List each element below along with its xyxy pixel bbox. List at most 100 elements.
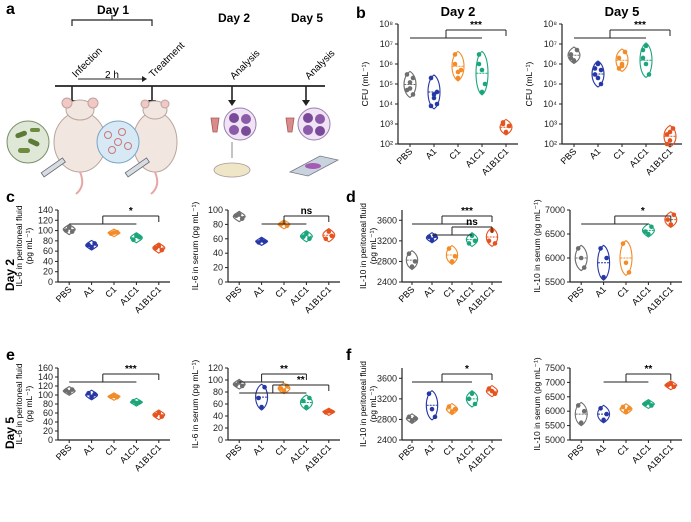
data-point-C1 [452,253,458,259]
data-point-A1C1 [643,61,649,67]
analysis-label-2: Analysis [303,48,337,82]
y-tick-label: 80 [213,219,223,229]
data-point-A1C1 [301,234,306,239]
y-tick-label: 10⁵ [543,79,557,89]
violin-PBS [62,223,76,236]
x-tick-label: A1 [81,284,96,299]
y-tick-label: 60 [213,399,223,409]
data-point-A1B1C1 [489,388,495,394]
data-point-A1 [598,81,604,87]
y-axis-label: CFU (mL⁻¹) [360,62,370,107]
chart-title: Day 5 [605,4,640,19]
data-point-A1B1C1 [492,391,498,397]
violin-PBS [574,401,588,427]
x-tick-label: A1 [593,442,608,457]
data-point-A1C1 [643,43,649,49]
data-point-A1C1 [479,89,485,95]
x-tick-label: C1 [103,284,118,299]
data-point-PBS [404,72,410,77]
data-point-C1 [622,49,628,55]
violin-A1 [597,404,611,424]
significance-label: ** [280,364,288,375]
slide-illustration [288,155,340,177]
y-tick-label: 60 [43,246,53,256]
x-tick-label: PBS [559,146,579,166]
y-tick-label: 60 [213,234,223,244]
chart-f-peritoneal: 2400 2800 3200 3600 IL-10 in peritoneal flui… [358,361,502,473]
chart-title: Day 2 [441,4,476,19]
data-point-C1 [452,52,458,57]
data-point-PBS [574,47,580,53]
y-tick-label: 140 [38,205,53,215]
data-point-PBS [581,408,587,414]
data-point-A1C1 [646,400,651,405]
y-tick-label: 3200 [377,394,397,404]
data-point-A1C1 [304,404,309,410]
data-point-PBS [581,265,587,270]
data-point-A1B1C1 [486,386,492,391]
x-tick-label: C1 [441,284,456,299]
y-tick-label: 0 [48,435,53,445]
mouse-illustration-2 [132,99,178,195]
nanoparticle-zoom-illustration [96,120,140,164]
violin-PBS [232,378,246,390]
sample-tube-icon-2 [285,117,295,133]
data-point-A1 [426,234,432,240]
y-axis-label: IL-6 in peritoneal fluid [14,205,24,287]
data-point-A1B1C1 [326,229,332,234]
data-point-C1 [452,406,458,412]
data-point-C1 [114,394,120,400]
y-tick-label: 120 [208,363,223,373]
data-point-A1C1 [469,391,475,397]
violin-A1C1 [641,398,655,410]
data-point-A1B1C1 [667,138,673,143]
y-tick-label: 10⁴ [379,99,393,109]
data-point-PBS [410,92,416,97]
data-point-A1 [256,395,261,401]
data-point-PBS [239,383,245,389]
data-point-A1C1 [640,47,646,53]
y-tick-label: 40 [213,411,223,421]
data-point-PBS [69,229,75,234]
violin-C1 [451,50,465,82]
violin-PBS [574,244,588,272]
x-tick-label: A1B1C1 [644,146,675,177]
y-axis-label: CFU (mL⁻¹) [524,62,534,107]
y-tick-label: 6000 [545,253,565,263]
violin-A1 [427,74,441,110]
x-tick-label: C1 [447,146,462,161]
x-tick-label: PBS [224,284,244,304]
y-tick-label: 100 [208,375,223,385]
y-tick-label: 2800 [377,256,397,266]
violin-A1C1 [475,50,489,96]
violin-C1 [619,239,633,277]
data-point-C1 [455,75,461,81]
y-tick-label: 120 [38,215,53,225]
y-tick-label: 10⁶ [543,59,557,69]
y-axis-label-unit: (pg mL⁻¹) [368,386,378,423]
significance-label: * [641,206,645,217]
analysis-arrowhead-2 [302,100,310,106]
y-axis-label: IL-10 in peritoneal fluid [358,361,368,447]
data-point-A1 [434,101,440,107]
significance-label: ** [645,364,653,375]
y-tick-label: 10⁸ [379,19,393,29]
data-point-A1C1 [646,72,652,77]
y-tick-label: 3600 [377,373,397,383]
data-point-PBS [66,390,72,395]
data-point-C1 [284,383,290,389]
data-point-PBS [568,55,574,61]
y-tick-label: 3600 [377,215,397,225]
data-point-C1 [455,69,461,75]
chart-b-day2: 10² 10³ 10⁴ 10⁵ 10⁶ 10⁷ 10⁸ Day 2 CFU (mL⁻¹) PBS A… [360,4,518,177]
data-point-PBS [407,86,413,91]
y-tick-label: 7500 [545,363,565,373]
data-point-A1C1 [307,236,312,242]
data-point-C1 [626,270,632,275]
significance-label: ns [466,217,478,228]
y-tick-label: 40 [213,248,223,258]
data-point-C1 [449,259,455,264]
x-tick-label: C1 [103,442,118,457]
significance-label: * [129,206,133,217]
